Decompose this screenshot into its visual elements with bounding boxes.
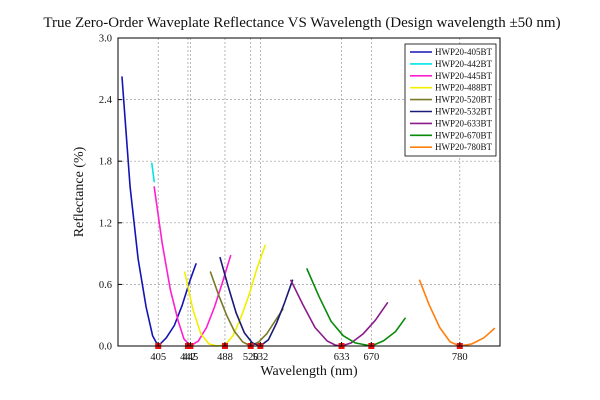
legend-label: HWP20-405BT xyxy=(435,47,492,57)
series-line-hwp20-532bt xyxy=(219,256,294,347)
legend-label: HWP20-532BT xyxy=(435,107,492,117)
x-tick-label: 405 xyxy=(150,352,166,363)
plot-frame xyxy=(117,37,501,347)
grid xyxy=(118,38,500,346)
legend-label: HWP20-780BT xyxy=(435,142,492,152)
x-tick-label: 670 xyxy=(363,352,379,363)
legend: HWP20-405BT HWP20-442BT HWP20-445BT HWP20-4… xyxy=(404,43,497,157)
y-tick-label: 3.0 xyxy=(99,34,112,45)
x-tick-label: 520 xyxy=(243,352,259,363)
series-line-hwp20-405bt xyxy=(121,76,197,347)
chart-title: True Zero-Order Waveplate Reflectance VS… xyxy=(43,15,560,31)
y-tick-label: 1.8 xyxy=(99,157,112,168)
legend-label: HWP20-488BT xyxy=(435,83,492,93)
y-axis-label: Reflectance (%) xyxy=(72,146,87,237)
x-axis-label: Wavelength (nm) xyxy=(260,364,358,379)
y-tick-label: 2.4 xyxy=(99,95,113,106)
legend-label: HWP20-442BT xyxy=(435,59,492,69)
y-axis-ticks: 0.0 0.6 1.2 1.8 2.4 3.0 xyxy=(99,34,122,353)
legend-label: HWP20-520BT xyxy=(435,95,492,105)
series-line-hwp20-633bt xyxy=(290,279,389,347)
series-line-hwp20-442bt xyxy=(151,162,155,183)
x-tick-label: 442 xyxy=(180,352,196,363)
series-line-hwp20-670bt xyxy=(306,268,406,347)
y-tick-label: 0.6 xyxy=(99,280,112,291)
legend-label: HWP20-445BT xyxy=(435,71,492,81)
y-tick-label: 1.2 xyxy=(99,218,112,229)
series-line-hwp20-445bt xyxy=(153,186,232,347)
y-tick-label: 0.0 xyxy=(99,342,112,353)
series-line-hwp20-780bt xyxy=(418,279,496,347)
legend-label: HWP20-633BT xyxy=(435,118,492,128)
x-tick-label: 780 xyxy=(452,352,468,363)
x-tick-label: 488 xyxy=(217,352,233,363)
series-line-hwp20-520bt xyxy=(209,271,284,347)
x-tick-label: 532 xyxy=(252,352,268,363)
legend-label: HWP20-670BT xyxy=(435,130,492,140)
x-tick-label: 445 xyxy=(183,352,199,363)
x-tick-label: 633 xyxy=(334,352,350,363)
